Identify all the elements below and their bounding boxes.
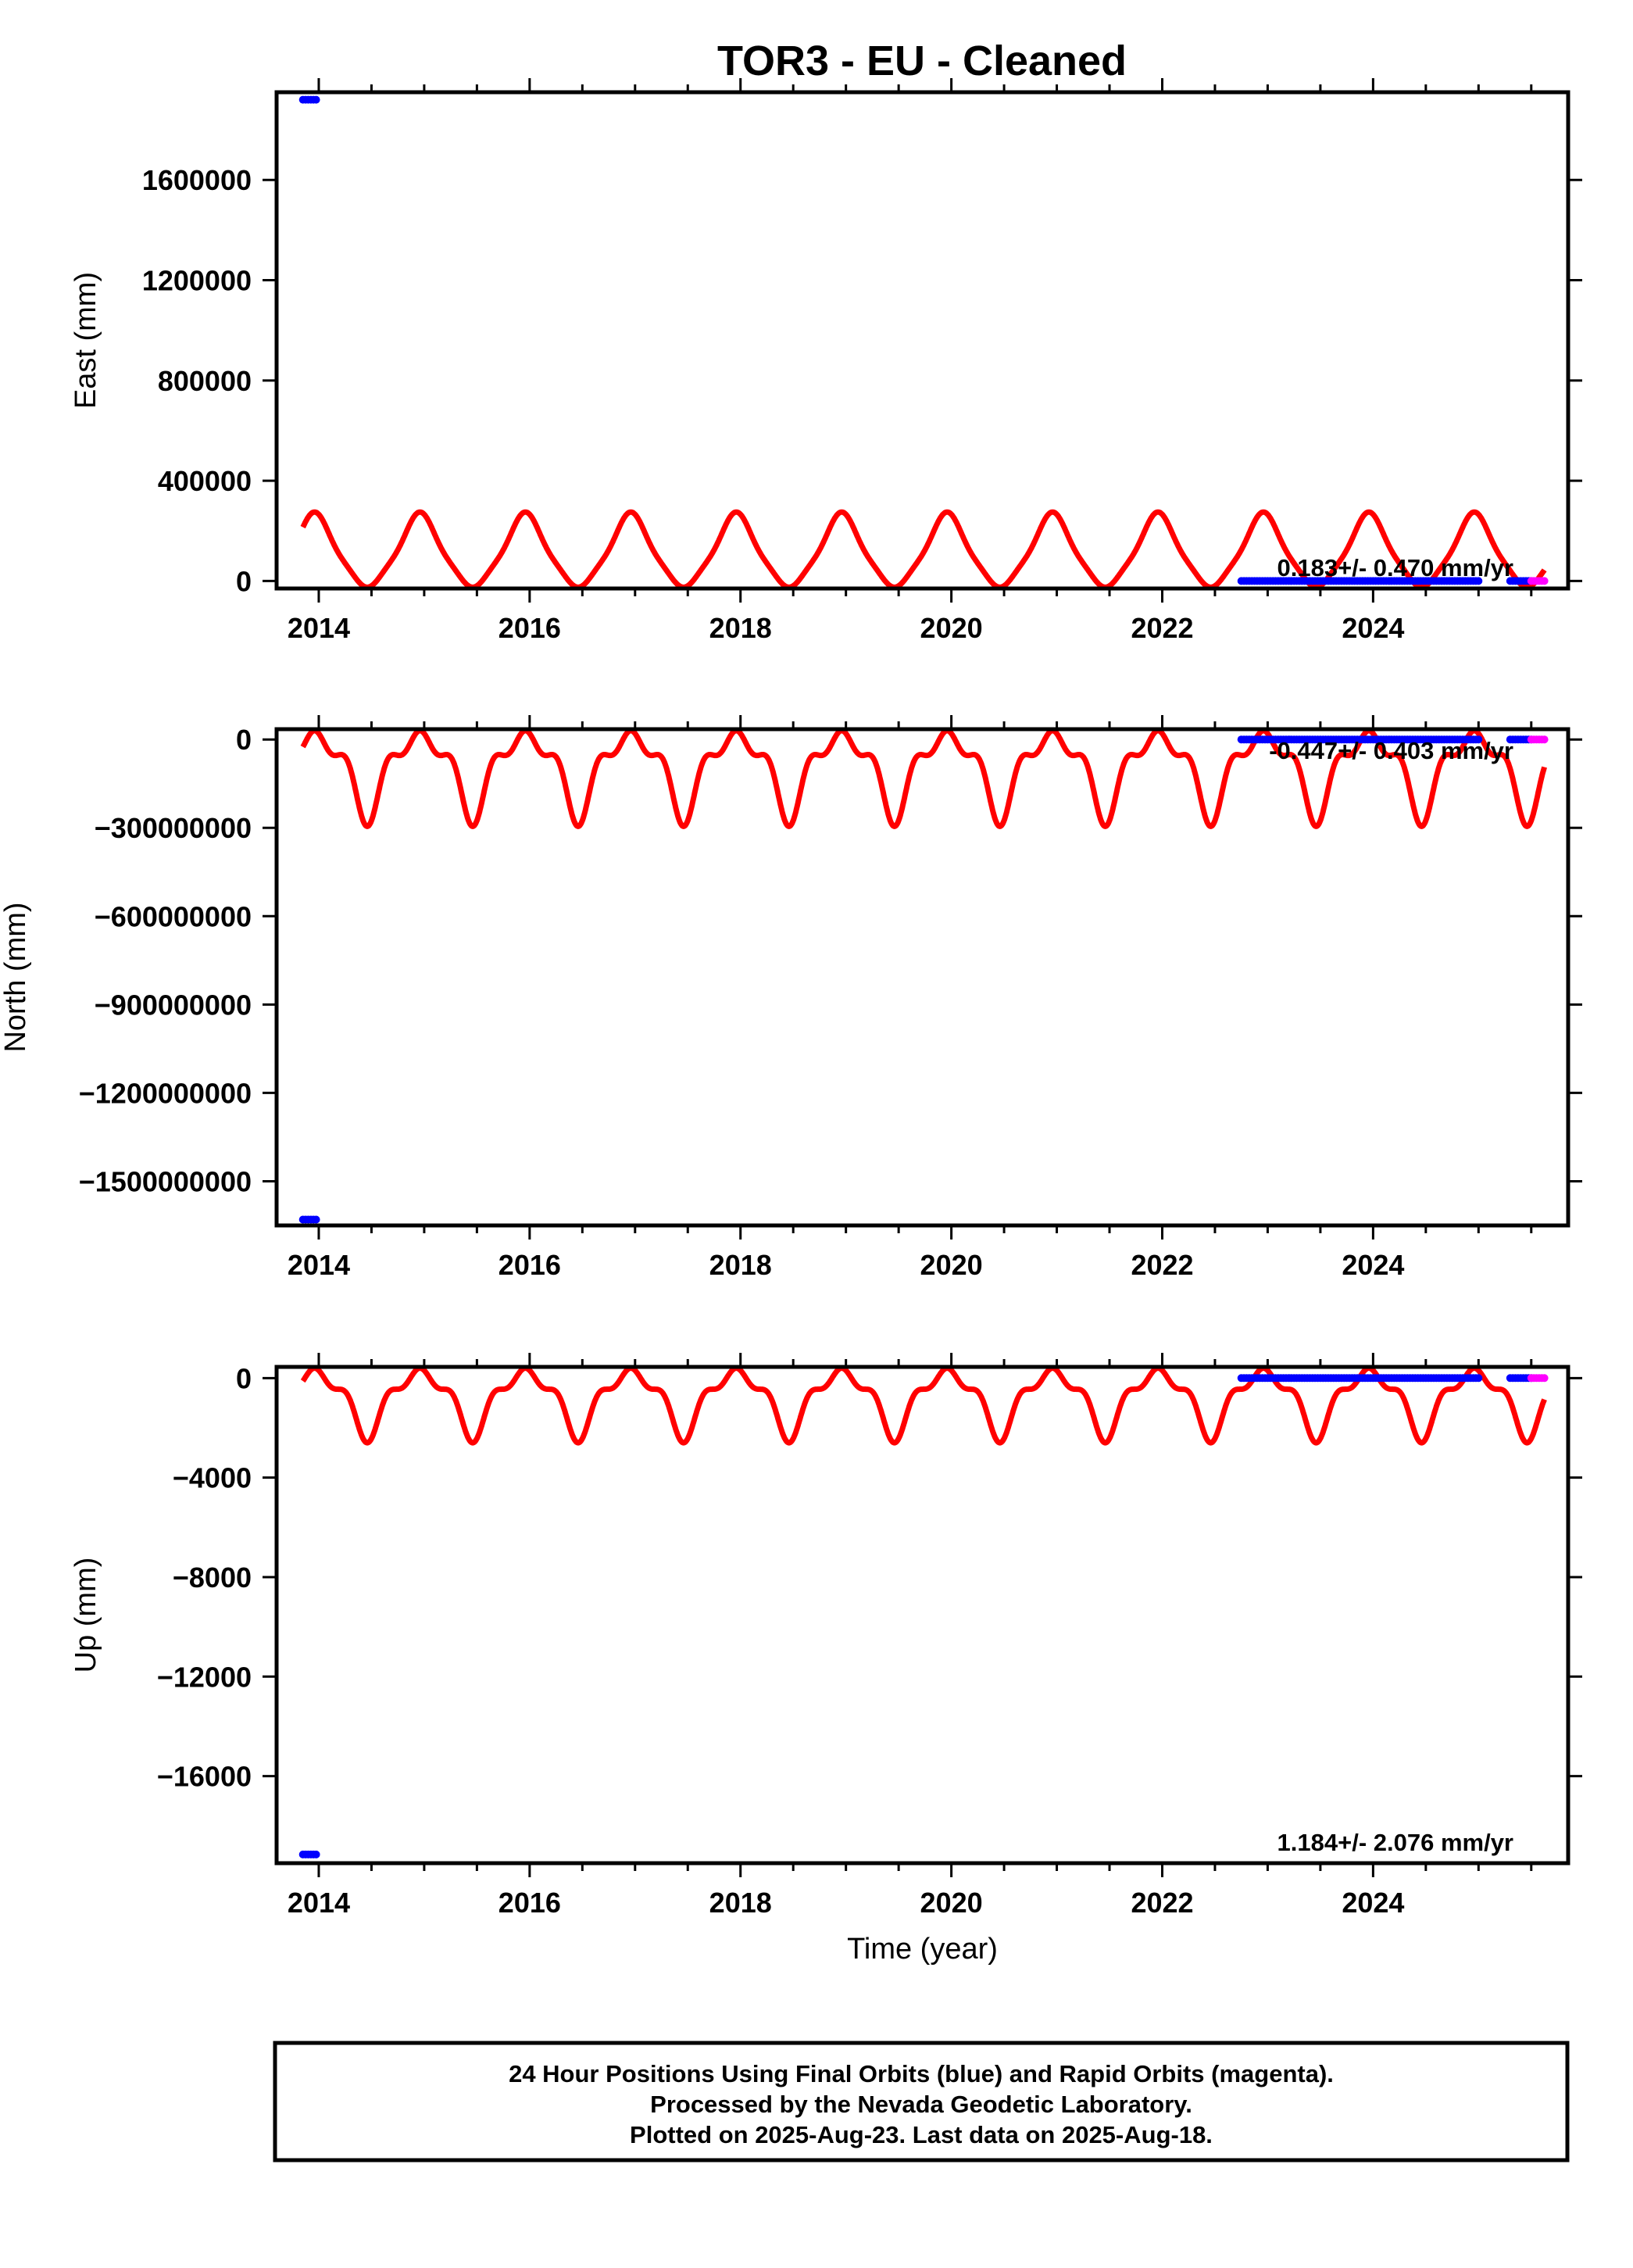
final-orbit-point bbox=[1474, 1374, 1483, 1383]
x-tick-label: 2024 bbox=[1342, 612, 1404, 644]
final-orbit-point bbox=[1474, 735, 1483, 744]
panel-frame bbox=[274, 1365, 1570, 1866]
model-curve bbox=[300, 1367, 1547, 1446]
y-axis-label: North (mm) bbox=[0, 902, 32, 1052]
footer-line-2: Processed by the Nevada Geodetic Laborat… bbox=[650, 2091, 1192, 2118]
x-tick-label: 2020 bbox=[920, 612, 983, 644]
model-curve bbox=[300, 509, 1547, 588]
x-tick-label: 2018 bbox=[709, 1887, 772, 1919]
y-axis-label: East (mm) bbox=[70, 272, 102, 409]
panel-data bbox=[298, 729, 1549, 1224]
x-tick-label: 2018 bbox=[709, 1249, 772, 1281]
y-tick-label: −4000 bbox=[173, 1462, 252, 1494]
footer-frame bbox=[273, 2041, 1570, 2162]
x-tick-label: 2020 bbox=[920, 1249, 983, 1281]
footer-box: 24 Hour Positions Using Final Orbits (bl… bbox=[273, 2041, 1570, 2162]
y-tick-label: 0 bbox=[236, 724, 252, 756]
panels: 2014 2016 2018 2020 2022 2024 0 400000 800000 120… bbox=[0, 78, 1582, 1966]
x-tick-label: 2024 bbox=[1342, 1887, 1404, 1919]
panel-frame bbox=[274, 727, 1570, 1228]
y-tick-label: −1500000000 bbox=[79, 1165, 252, 1197]
y-tick-label: 400000 bbox=[158, 465, 252, 497]
y-tick-label: −8000 bbox=[173, 1561, 252, 1594]
y-tick-label: −16000 bbox=[157, 1761, 252, 1793]
x-axis-label: Time (year) bbox=[847, 1933, 998, 1966]
final-orbit-point bbox=[1474, 577, 1483, 585]
x-tick-label: 2022 bbox=[1131, 612, 1193, 644]
footer-line-1: 24 Hour Positions Using Final Orbits (bl… bbox=[509, 2060, 1334, 2087]
y-tick-label: −900000000 bbox=[95, 989, 252, 1021]
panel-2: 2014 2016 2018 2020 2022 2024 0 −300000000 −6000… bbox=[0, 715, 1582, 1281]
velocity-label: -0.447+/- 0.403 mm/yr bbox=[1269, 737, 1513, 764]
y-axis-label: Up (mm) bbox=[70, 1558, 102, 1673]
velocity-label: 1.184+/- 2.076 mm/yr bbox=[1277, 1829, 1513, 1856]
chart-title: TOR3 - EU - Cleaned bbox=[717, 38, 1127, 84]
x-tick-label: 2024 bbox=[1342, 1249, 1404, 1281]
x-tick-label: 2014 bbox=[288, 1249, 350, 1281]
footer-line-3: Plotted on 2025-Aug-23. Last data on 202… bbox=[630, 2121, 1213, 2148]
x-tick-label: 2016 bbox=[498, 1887, 561, 1919]
final-orbit-point bbox=[312, 95, 320, 104]
y-tick-label: 1200000 bbox=[142, 265, 252, 297]
panel-data bbox=[298, 95, 1549, 588]
velocity-label: 0.183+/- 0.470 mm/yr bbox=[1277, 554, 1513, 581]
panel-frame bbox=[274, 90, 1570, 591]
y-tick-label: 1600000 bbox=[142, 164, 252, 196]
panel-1: 2014 2016 2018 2020 2022 2024 0 400000 800000 120… bbox=[70, 78, 1582, 644]
final-orbit-point bbox=[312, 1215, 320, 1224]
y-tick-label: −12000 bbox=[157, 1661, 252, 1693]
x-tick-label: 2016 bbox=[498, 1249, 561, 1281]
panel-3: 2014 2016 2018 2020 2022 2024 0 −4000 −8000 −1200… bbox=[70, 1353, 1582, 1966]
y-tick-label: 0 bbox=[236, 565, 252, 597]
y-tick-label: −600000000 bbox=[95, 900, 252, 932]
x-tick-label: 2022 bbox=[1131, 1249, 1193, 1281]
rapid-orbit-point bbox=[1540, 735, 1549, 744]
y-tick-label: −300000000 bbox=[95, 812, 252, 844]
rapid-orbit-point bbox=[1540, 1374, 1549, 1383]
x-tick-label: 2014 bbox=[288, 1887, 350, 1919]
panel-data bbox=[298, 1367, 1549, 1858]
x-tick-label: 2020 bbox=[920, 1887, 983, 1919]
rapid-orbit-point bbox=[1540, 577, 1549, 585]
model-curve bbox=[300, 729, 1547, 829]
y-tick-label: 800000 bbox=[158, 365, 252, 397]
x-tick-label: 2022 bbox=[1131, 1887, 1193, 1919]
x-tick-label: 2014 bbox=[288, 612, 350, 644]
y-tick-label: 0 bbox=[236, 1362, 252, 1394]
x-tick-label: 2018 bbox=[709, 612, 772, 644]
final-orbit-point bbox=[312, 1850, 320, 1858]
x-tick-label: 2016 bbox=[498, 612, 561, 644]
y-tick-label: −1200000000 bbox=[79, 1077, 252, 1109]
